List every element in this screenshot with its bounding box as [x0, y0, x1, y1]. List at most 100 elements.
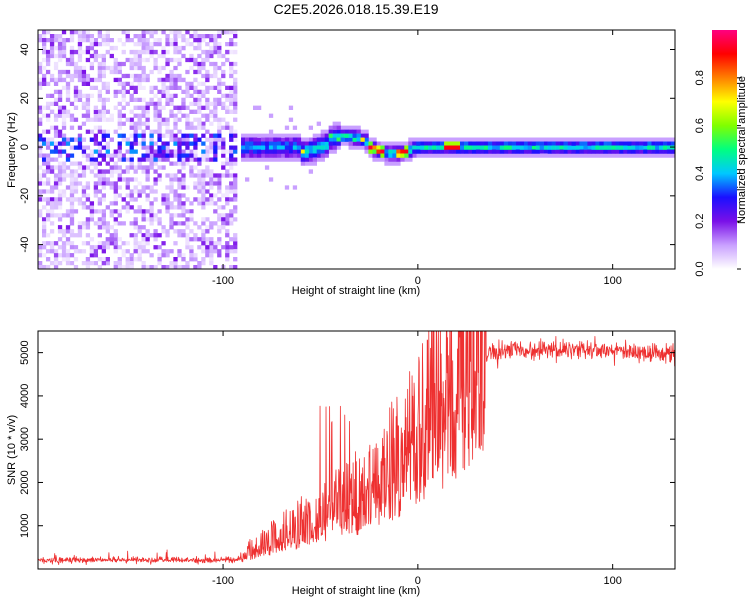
spectrogram-cell-group [559, 149, 564, 154]
spectrogram-y-tick-label: 40 [19, 43, 31, 55]
spectrogram-cell-group [404, 145, 409, 150]
colorbar-tick-label: 0.2 [694, 214, 706, 229]
spectrogram-cell-group [41, 141, 47, 146]
snr-y-label: SNR (10 * v/v) [6, 415, 18, 485]
spectrogram-cell-group [312, 157, 317, 162]
spectrogram-cell-group [276, 137, 282, 142]
spectrogram-cell-group [189, 141, 194, 146]
colorbar-label: Normalized spectral amplitude [736, 76, 748, 224]
spectrogram-cell-group [45, 37, 238, 222]
spectrogram-cell-group [89, 33, 95, 39]
spectrogram-cell-group [376, 145, 381, 150]
spectrogram-cell-group [213, 133, 218, 138]
spectrogram-cell-group [623, 145, 628, 150]
spectrogram-cell-group [65, 33, 190, 214]
spectrogram-cell-group [471, 141, 477, 146]
spectrogram-cell-group [129, 125, 134, 130]
colorbar-tick-label: 0.4 [694, 166, 706, 181]
spectrogram-cell-group [396, 149, 401, 154]
spectrogram-cell-group [336, 133, 341, 138]
spectrogram-cell-group [635, 145, 640, 150]
spectrogram-cell-group [591, 145, 596, 150]
spectrogram-cell-group [65, 225, 71, 230]
spectrogram-y-tick-label: 0 [19, 144, 31, 150]
spectrogram-cell-group [38, 37, 43, 43]
spectrogram-cell-group [38, 197, 43, 202]
spectrogram-x-tick-label: 100 [603, 275, 621, 287]
spectrogram-cell-group [69, 253, 75, 258]
spectrogram-cell-group [380, 145, 385, 150]
spectrogram-cell-group [300, 141, 560, 162]
spectrogram-cell-group [284, 145, 290, 150]
spectrogram-cell-group [368, 141, 373, 146]
spectrogram-cell-group [348, 141, 353, 146]
spectrogram-cell-group [221, 149, 226, 154]
spectrogram-cell-group [260, 137, 266, 142]
colorbar: 0.0 0.2 0.4 0.6 0.8 Normalized spectral ampl… [694, 30, 748, 277]
spectrogram-cell-group [416, 141, 421, 146]
spectrogram-cell-group [312, 145, 317, 150]
spectrogram-cell-group [125, 73, 130, 79]
spectrogram-cell-group [165, 77, 178, 83]
spectrogram-cell-group [424, 145, 429, 150]
spectrogram-cell-group [57, 41, 63, 47]
spectrogram-cell-group [491, 149, 497, 154]
spectrogram-cell-group [137, 133, 142, 138]
spectrogram-cell-group [153, 157, 158, 162]
spectrogram-cell-group [607, 145, 612, 150]
spectrogram-cell-group [41, 233, 47, 238]
spectrogram-cell-group [515, 145, 521, 150]
spectrogram-cell-group [655, 145, 660, 150]
spectrogram-cell-group [233, 265, 238, 269]
spectrogram-cell-group [344, 133, 357, 142]
spectrogram-cell-group [105, 241, 114, 262]
spectrogram-cell-group [663, 145, 668, 150]
spectrogram-cell-group [205, 85, 210, 91]
snr-y-tick-label: 2000 [19, 470, 31, 494]
spectrogram-cell-group [332, 137, 337, 142]
spectrogram-y-ticks: -40 -20 0 20 40 [19, 43, 675, 253]
spectrogram-cell-group [300, 149, 306, 154]
spectrogram-cell-group [288, 145, 294, 150]
spectrogram-cell-group [129, 157, 134, 162]
spectrogram-x-label: Height of straight line (km) [292, 285, 420, 297]
spectrogram-cell-group [475, 149, 481, 154]
spectrogram-cell-group [61, 141, 67, 146]
spectrogram-cell-group [499, 145, 505, 150]
spectrogram-cell-group [567, 145, 572, 150]
spectrogram-cell-group [667, 145, 672, 150]
spectrogram-cell-group [189, 109, 194, 114]
spectrogram-y-tick-label: -40 [19, 237, 31, 253]
spectrogram-cell-group [173, 141, 178, 146]
spectrogram-cell-group [69, 125, 75, 130]
spectrogram-cell-group [408, 149, 413, 154]
spectrogram-cell-group [57, 173, 83, 182]
spectrogram-cell-group [73, 49, 79, 55]
spectrogram-cell-group [599, 145, 604, 150]
spectrogram-cell-group [292, 141, 329, 150]
spectrogram-cell-group [380, 149, 385, 154]
spectrogram-cell-group [328, 133, 333, 138]
spectrogram-cell-group [85, 49, 91, 55]
spectrogram-cell-group [308, 145, 314, 150]
snr-x-tick-label: 0 [415, 575, 421, 587]
snr-panel: -100 0 100 1000 2000 3000 4000 5000 Height of … [6, 330, 676, 597]
snr-y-tick-label: 4000 [19, 384, 31, 408]
spectrogram-x-tick-label: -100 [212, 275, 234, 287]
spectrogram-cell-group [65, 157, 71, 162]
spectrogram-cell-group [272, 149, 278, 154]
spectrogram-cell-group [364, 141, 369, 146]
spectrogram-cell-group [440, 141, 445, 146]
spectrogram-cell-group [440, 145, 445, 150]
spectrogram-cell-group [519, 145, 525, 150]
figure-title: C2E5.2026.018.15.39.E19 [273, 1, 438, 17]
spectrogram-cell-group [483, 145, 489, 150]
spectrogram-cell-group [507, 145, 536, 150]
spectrogram-cell-group [539, 141, 544, 146]
spectrogram-cell-group [495, 145, 501, 150]
spectrogram-y-tick-label: -20 [19, 188, 31, 204]
spectrogram-cell-group [475, 145, 481, 150]
spectrogram-cell-group [527, 145, 532, 150]
spectrogram-cell-group [376, 149, 381, 154]
snr-y-tick-label: 3000 [19, 427, 31, 451]
